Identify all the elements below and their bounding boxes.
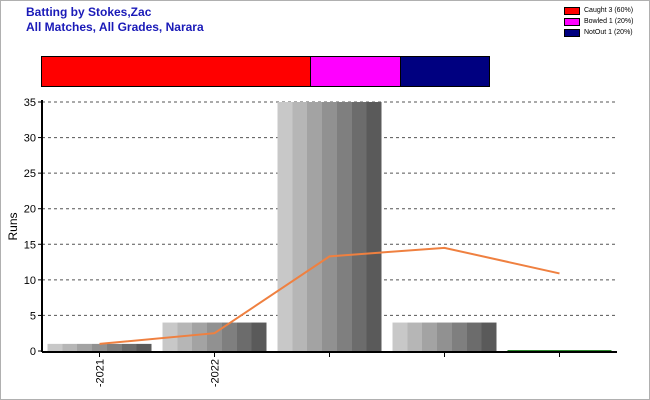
y-tick-label-5: 5: [30, 310, 36, 322]
x-tick-label-0: -2021: [95, 359, 107, 387]
legend-item-caught: Caught 3 (60%): [564, 5, 633, 16]
y-tick-label-0: 0: [30, 346, 36, 358]
dismissal-segment-caught: [42, 57, 311, 86]
legend-item-notout: NotOut 1 (20%): [564, 27, 633, 38]
legend-swatch-notout: [564, 28, 580, 37]
y-axis-label: Runs: [6, 212, 20, 240]
bar-0: [47, 343, 152, 351]
legend-item-bowled: Bowled 1 (20%): [564, 16, 633, 27]
bar-4: [507, 350, 612, 351]
legend-label-caught: Caught 3 (60%): [584, 7, 634, 14]
dismissal-segment-notout: [399, 57, 489, 86]
chart-subtitle: All Matches, All Grades, Narara: [26, 20, 204, 34]
y-tick-label-10: 10: [24, 275, 36, 287]
y-tick-label-15: 15: [24, 239, 36, 251]
legend-swatch-caught: [564, 6, 580, 15]
chart-title: Batting by Stokes,Zac: [26, 5, 152, 19]
bar-2: [277, 102, 382, 351]
dismissal-stacked-bar: [41, 56, 490, 87]
y-tick-label-35: 35: [24, 97, 36, 109]
legend: Caught 3 (60%) Bowled 1 (20%) NotOut 1 (…: [564, 5, 633, 38]
y-tick-label-30: 30: [24, 133, 36, 145]
legend-swatch-bowled: [564, 17, 580, 26]
x-tick-label-1: -2022: [210, 359, 222, 387]
bar-3: [392, 322, 497, 351]
y-tick-label-25: 25: [24, 168, 36, 180]
legend-label-bowled: Bowled 1 (20%): [584, 18, 634, 25]
legend-label-notout: NotOut 1 (20%): [584, 29, 633, 36]
dismissal-segment-bowled: [310, 57, 400, 86]
trend-line: [99, 246, 560, 345]
y-tick-label-20: 20: [24, 204, 36, 216]
